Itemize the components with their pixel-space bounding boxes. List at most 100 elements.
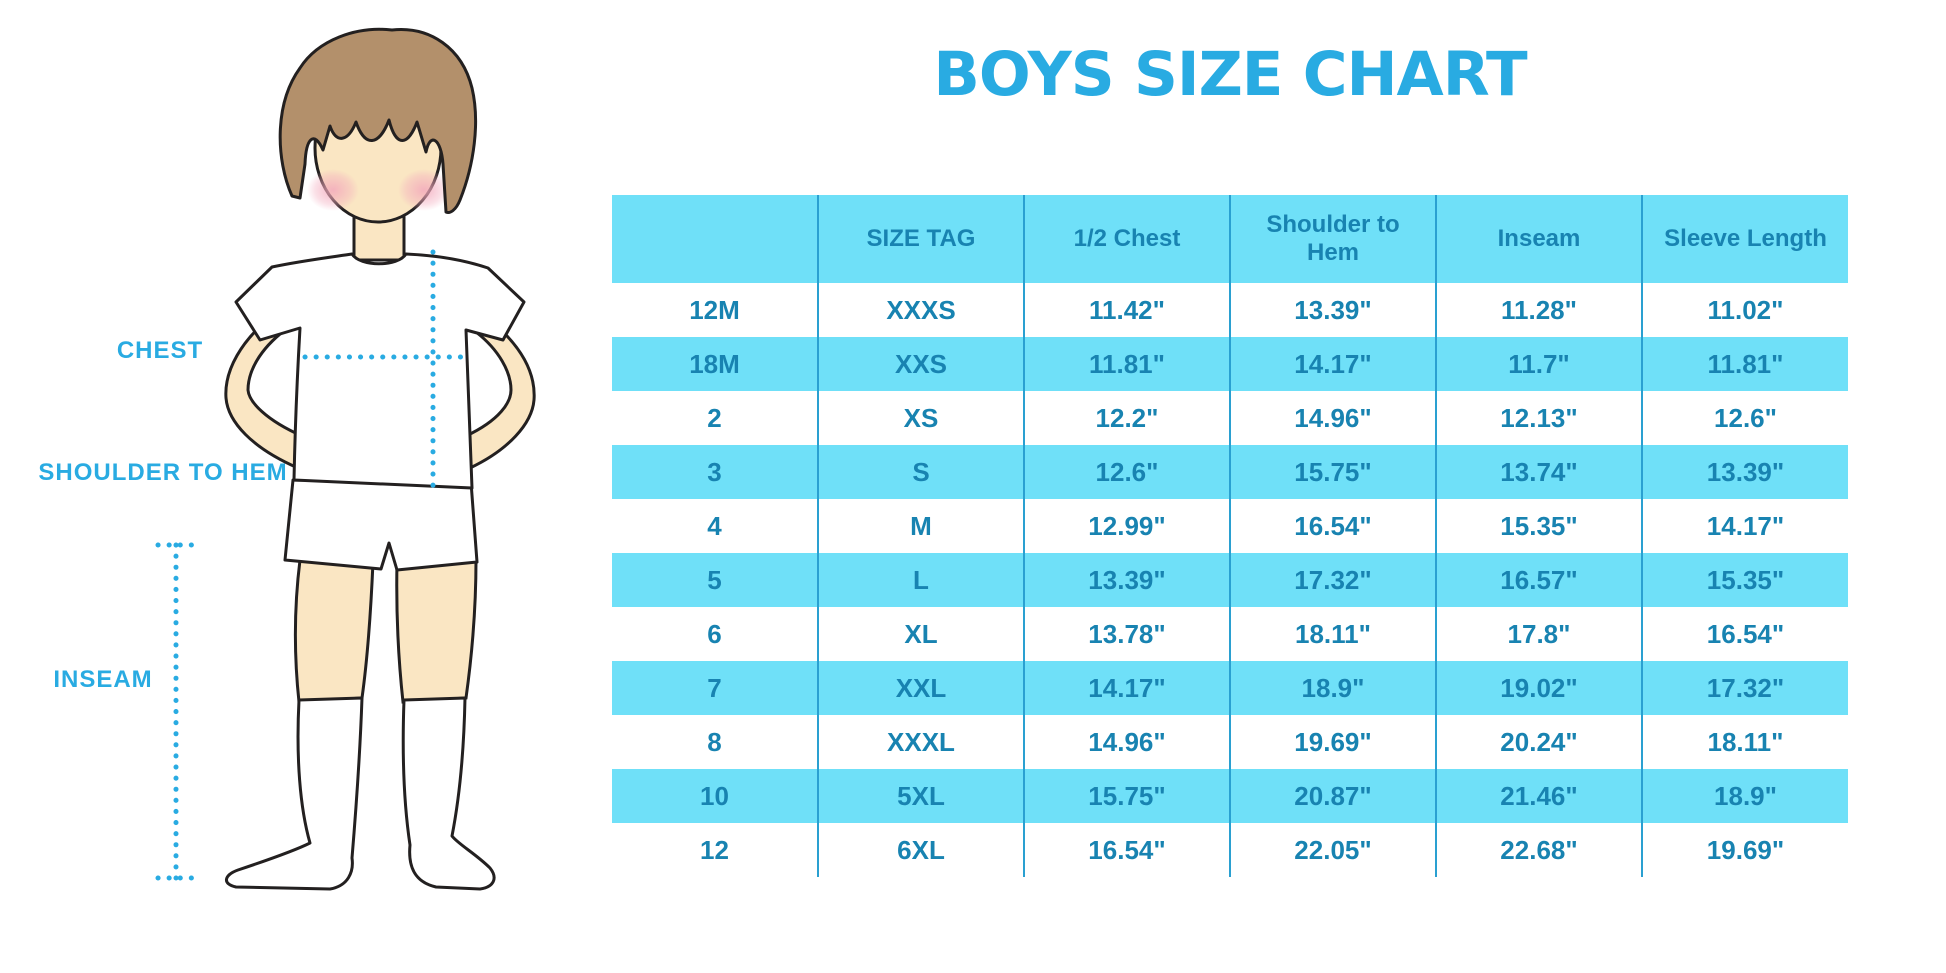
left-leg xyxy=(293,558,375,704)
table-cell: 5XL xyxy=(817,769,1024,823)
table-cell: XS xyxy=(817,391,1024,445)
table-cell: 3 xyxy=(707,456,722,487)
table-cell: 13.39" xyxy=(1229,283,1436,337)
table-cell: 12.99" xyxy=(1023,499,1230,553)
table-cell: 10 xyxy=(700,780,729,811)
table-cell: 11.42" xyxy=(1023,283,1230,337)
table-cell: L xyxy=(817,553,1024,607)
table-cell: 12M xyxy=(689,294,740,325)
table-cell: 15.35" xyxy=(1641,553,1848,607)
size-row-3: 3 S 12.6" 15.75" 13.74" 13.39" xyxy=(612,445,1848,499)
table-cell: XXL xyxy=(817,661,1024,715)
table-cell: 21.46" xyxy=(1435,769,1642,823)
col-header-size-tag: SIZE TAG xyxy=(817,195,1024,283)
table-cell: 22.05" xyxy=(1229,823,1436,877)
table-cell: 18.9" xyxy=(1229,661,1436,715)
t-shirt xyxy=(234,252,526,490)
table-cell: 22.68" xyxy=(1435,823,1642,877)
table-cell: 16.57" xyxy=(1435,553,1642,607)
table-cell: 14.96" xyxy=(1023,715,1230,769)
table-cell: 15.75" xyxy=(1229,445,1436,499)
col-header-size xyxy=(612,195,818,283)
table-cell: 15.35" xyxy=(1435,499,1642,553)
col-header-inseam: Inseam xyxy=(1435,195,1642,283)
table-cell: 12.2" xyxy=(1023,391,1230,445)
table-cell: 6 xyxy=(707,618,722,649)
table-cell: 11.7" xyxy=(1435,337,1642,391)
table-cell: 19.69" xyxy=(1229,715,1436,769)
table-cell: 17.32" xyxy=(1641,661,1848,715)
page-title: BOYS SIZE CHART xyxy=(933,39,1527,110)
table-cell: 13.39" xyxy=(1641,445,1848,499)
boy-measurement-illustration xyxy=(155,27,536,891)
table-cell: 14.17" xyxy=(1229,337,1436,391)
table-cell: 18.11" xyxy=(1641,715,1848,769)
size-row-12m: 12M XXXS 11.42" 13.39" 11.28" 11.02" xyxy=(612,283,1848,337)
table-cell: 19.02" xyxy=(1435,661,1642,715)
table-cell: 11.81" xyxy=(1023,337,1230,391)
table-cell: 16.54" xyxy=(1641,607,1848,661)
size-row-8: 8 XXXL 14.96" 19.69" 20.24" 18.11" xyxy=(612,715,1848,769)
table-cell: 14.17" xyxy=(1023,661,1230,715)
table-cell: M xyxy=(817,499,1024,553)
table-cell: 14.17" xyxy=(1641,499,1848,553)
table-cell: 7 xyxy=(707,672,722,703)
table-cell: 12 xyxy=(700,834,729,865)
table-cell: 12.13" xyxy=(1435,391,1642,445)
table-cell: 18.11" xyxy=(1229,607,1436,661)
col-header-1-2-chest: 1/2 Chest xyxy=(1023,195,1230,283)
table-cell: 13.39" xyxy=(1023,553,1230,607)
table-cell: 18M xyxy=(689,348,740,379)
size-table: SIZE TAG 1/2 Chest Shoulder to Hem Inseam Sl… xyxy=(612,195,1848,877)
size-row-18m: 18M XXS 11.81" 14.17" 11.7" 11.81" xyxy=(612,337,1848,391)
hair xyxy=(278,27,478,214)
table-cell: 14.96" xyxy=(1229,391,1436,445)
table-cell: 6XL xyxy=(817,823,1024,877)
table-cell: 18.9" xyxy=(1641,769,1848,823)
table-cell: 17.8" xyxy=(1435,607,1642,661)
col-header-sleeve-length: Sleeve Length xyxy=(1641,195,1848,283)
col-header-shoulder-to-hem: Shoulder to Hem xyxy=(1229,195,1436,283)
table-cell: 11.28" xyxy=(1435,283,1642,337)
size-row-4: 4 M 12.99" 16.54" 15.35" 14.17" xyxy=(612,499,1848,553)
table-cell: 12.6" xyxy=(1641,391,1848,445)
table-cell: 13.78" xyxy=(1023,607,1230,661)
size-row-7: 7 XXL 14.17" 18.9" 19.02" 17.32" xyxy=(612,661,1848,715)
table-cell: 17.32" xyxy=(1229,553,1436,607)
table-cell: 16.54" xyxy=(1229,499,1436,553)
left-sock xyxy=(225,696,364,891)
table-cell: 16.54" xyxy=(1023,823,1230,877)
table-cell: 11.81" xyxy=(1641,337,1848,391)
size-row-5: 5 L 13.39" 17.32" 16.57" 15.35" xyxy=(612,553,1848,607)
table-cell: XL xyxy=(817,607,1024,661)
shorts xyxy=(283,478,479,572)
table-cell: 4 xyxy=(707,510,722,541)
table-cell: 5 xyxy=(707,564,722,595)
right-arm xyxy=(464,318,536,470)
table-cell: XXS xyxy=(817,337,1024,391)
table-cell: XXXL xyxy=(817,715,1024,769)
shoulder-to-hem-label: SHOULDER TO HEM xyxy=(38,459,288,486)
table-cell: 13.74" xyxy=(1435,445,1642,499)
inseam-label: INSEAM xyxy=(53,666,153,693)
table-cell: 20.87" xyxy=(1229,769,1436,823)
table-cell: 20.24" xyxy=(1435,715,1642,769)
table-cell: 8 xyxy=(707,726,722,757)
left-blush xyxy=(307,169,359,211)
table-cell: 12.6" xyxy=(1023,445,1230,499)
table-cell: 19.69" xyxy=(1641,823,1848,877)
right-leg xyxy=(395,558,478,704)
table-cell: 11.02" xyxy=(1641,283,1848,337)
right-blush xyxy=(398,169,450,211)
size-row-2: 2 XS 12.2" 14.96" 12.13" 12.6" xyxy=(612,391,1848,445)
table-cell: XXXS xyxy=(817,283,1024,337)
right-sock xyxy=(401,696,496,891)
table-cell: 2 xyxy=(707,402,722,433)
table-cell: 15.75" xyxy=(1023,769,1230,823)
size-row-6: 6 XL 13.78" 18.11" 17.8" 16.54" xyxy=(612,607,1848,661)
table-header-row: SIZE TAG 1/2 Chest Shoulder to Hem Inseam Sl… xyxy=(612,195,1848,283)
size-row-10: 10 5XL 15.75" 20.87" 21.46" 18.9" xyxy=(612,769,1848,823)
chest-label: CHEST xyxy=(116,337,204,364)
table-cell: S xyxy=(817,445,1024,499)
